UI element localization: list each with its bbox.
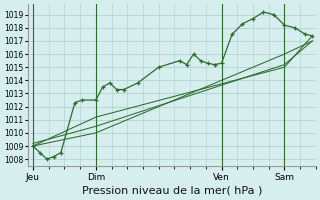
X-axis label: Pression niveau de la mer( hPa ): Pression niveau de la mer( hPa ) [82,186,262,196]
